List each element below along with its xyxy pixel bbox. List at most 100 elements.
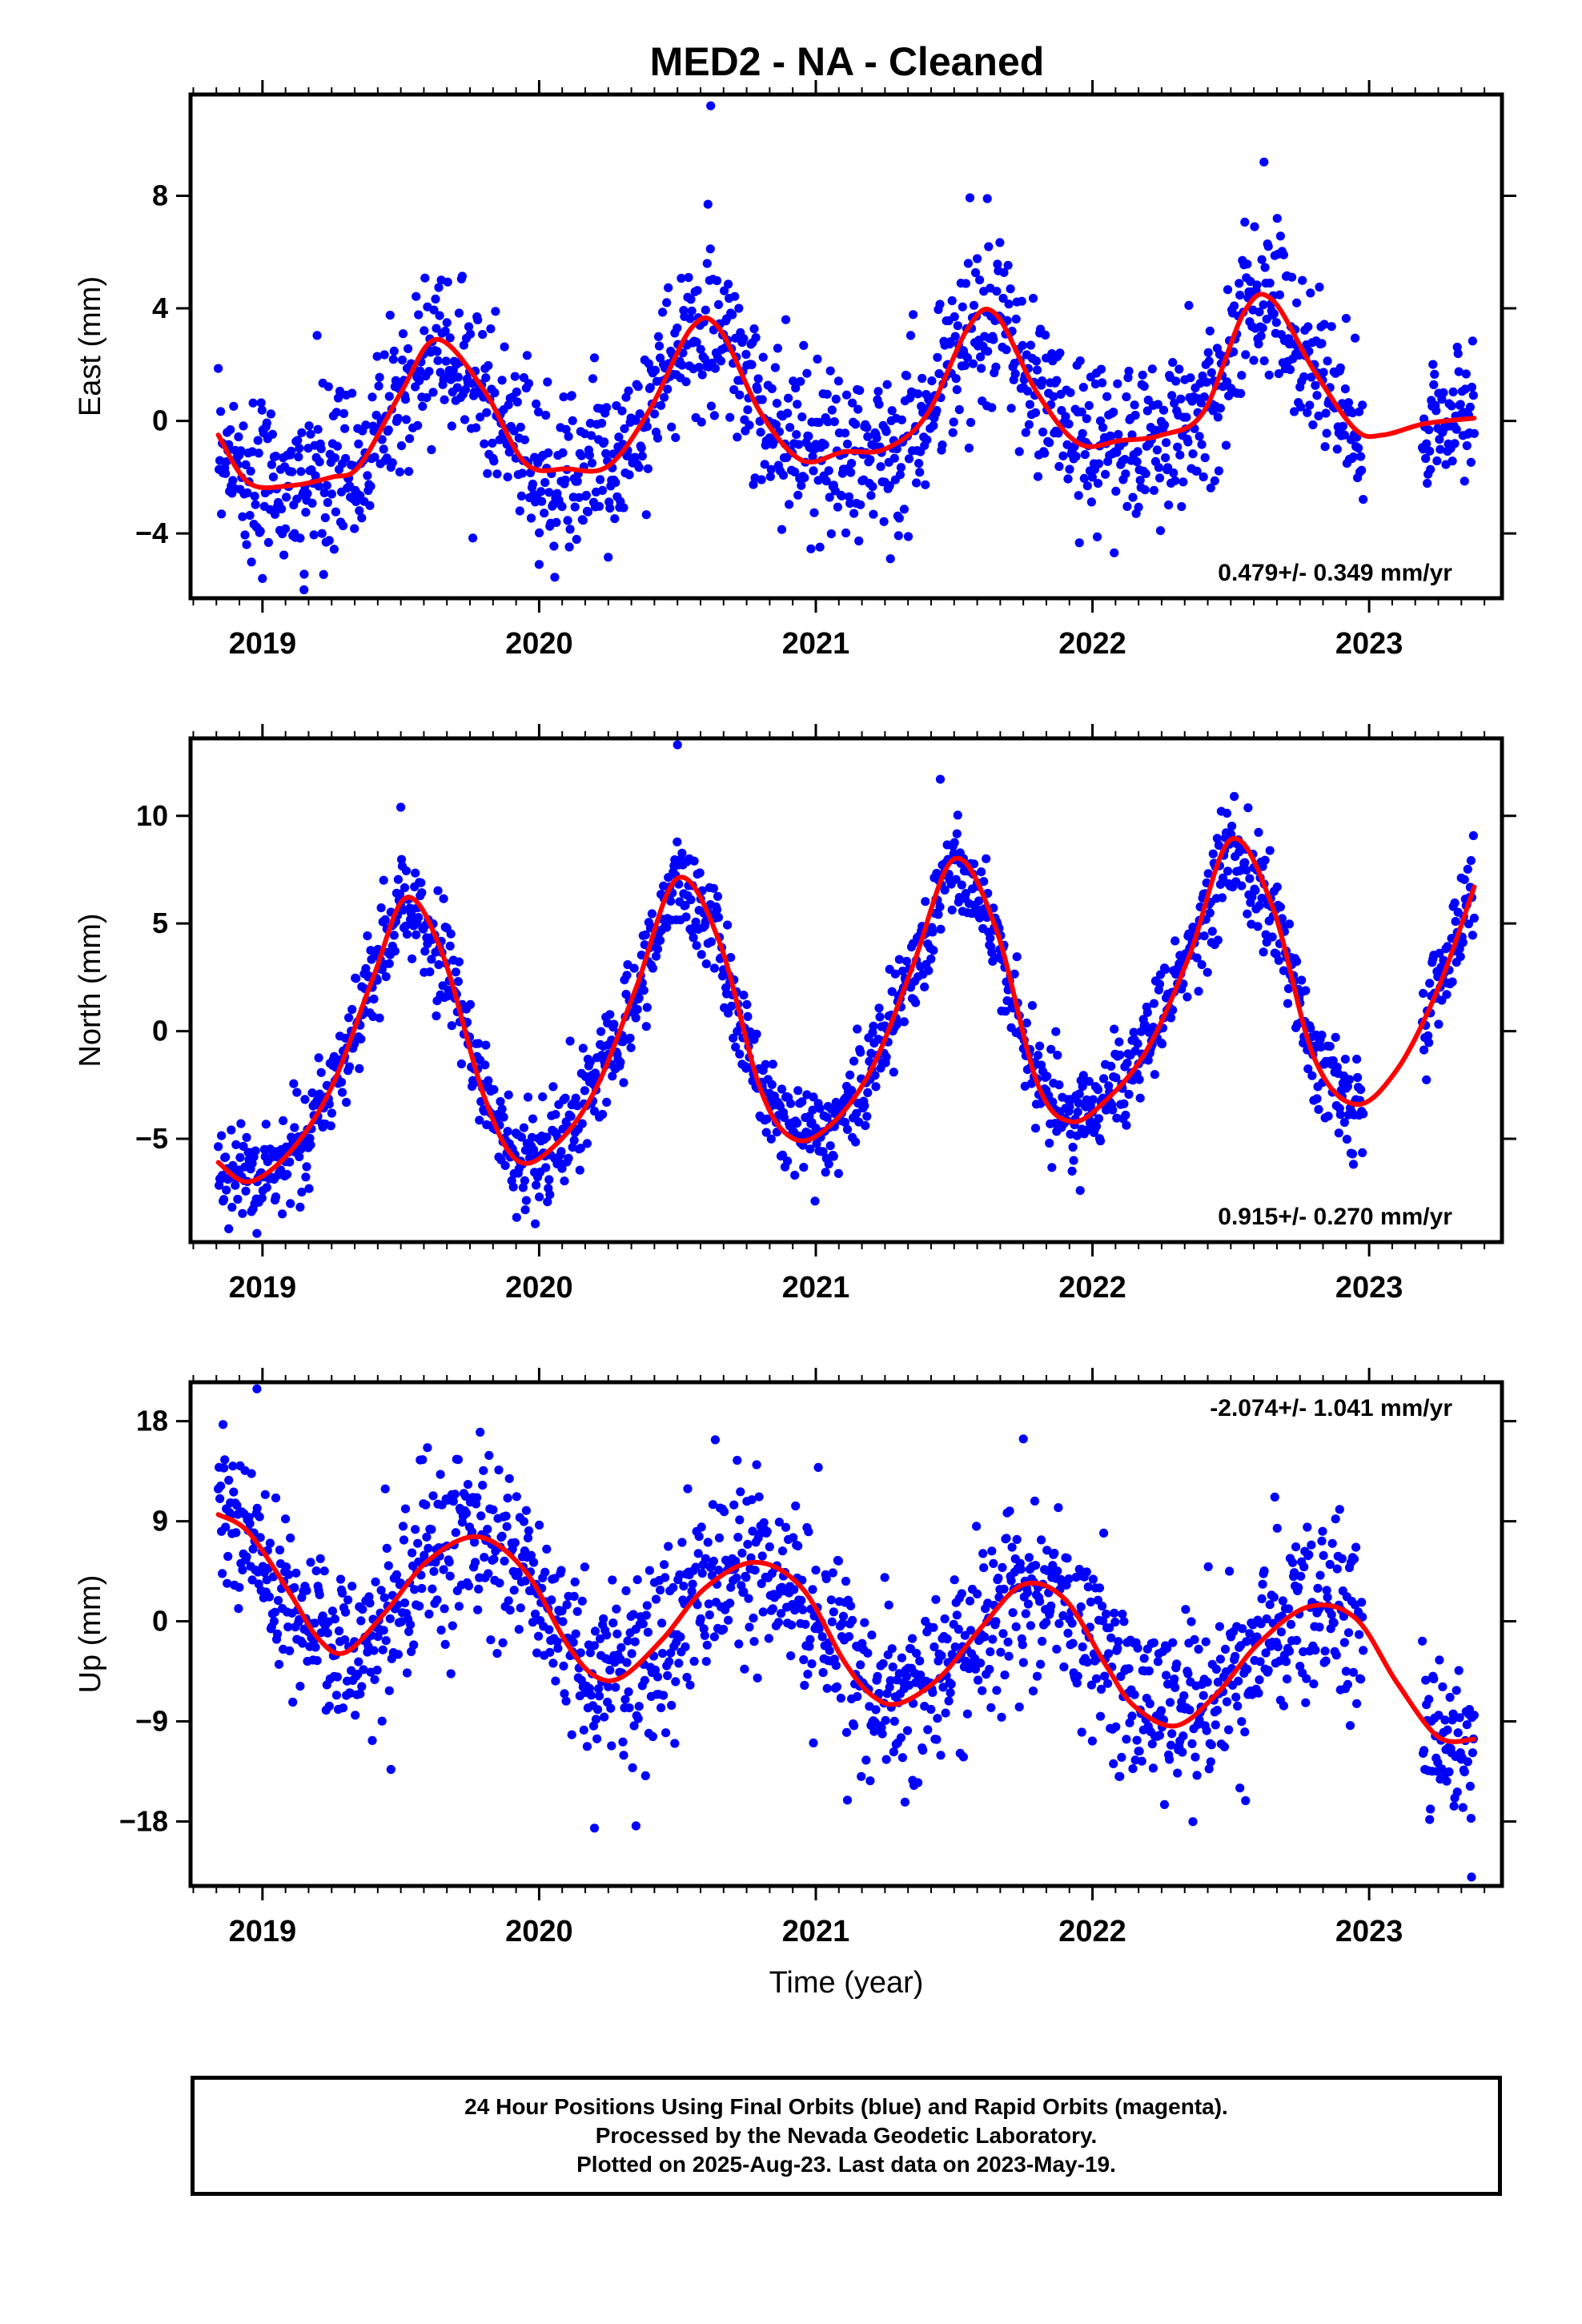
data-point xyxy=(520,1176,530,1185)
data-point xyxy=(740,1664,749,1674)
data-point xyxy=(576,1648,585,1658)
data-point xyxy=(1273,1642,1283,1651)
data-point xyxy=(950,1642,960,1652)
data-point xyxy=(333,393,343,403)
data-point xyxy=(323,382,333,392)
data-point xyxy=(873,387,883,396)
data-point xyxy=(1323,356,1332,366)
data-point xyxy=(1052,1644,1062,1654)
data-point xyxy=(301,1172,311,1182)
data-point xyxy=(1190,1634,1199,1644)
data-point xyxy=(1453,1728,1463,1738)
data-point xyxy=(783,1156,793,1166)
data-point xyxy=(1177,502,1186,512)
data-point xyxy=(663,384,673,394)
data-point xyxy=(640,1675,649,1685)
data-point xyxy=(921,897,930,907)
data-point xyxy=(751,333,761,343)
data-point xyxy=(637,451,647,461)
data-point xyxy=(630,452,640,462)
data-point xyxy=(398,1522,408,1531)
data-point xyxy=(997,1712,1006,1722)
data-point xyxy=(1329,1618,1339,1628)
data-point xyxy=(584,450,595,460)
data-point xyxy=(586,431,596,440)
data-point xyxy=(1250,222,1259,231)
data-point xyxy=(1106,1633,1116,1642)
data-point xyxy=(1466,856,1476,866)
data-point xyxy=(228,1462,238,1471)
data-point xyxy=(1082,481,1092,491)
data-point xyxy=(1335,1110,1345,1120)
data-point xyxy=(1182,992,1192,1002)
data-point xyxy=(299,569,309,579)
data-point xyxy=(1306,288,1315,298)
x-tick-label: 2022 xyxy=(1058,1915,1126,1948)
data-point xyxy=(623,1636,632,1646)
data-point xyxy=(1458,938,1468,947)
data-point xyxy=(1010,969,1019,979)
data-point xyxy=(420,326,429,336)
data-point xyxy=(750,1566,760,1575)
data-point xyxy=(519,1517,529,1526)
data-point xyxy=(961,889,970,899)
data-point xyxy=(1159,420,1170,430)
data-point xyxy=(1207,1740,1216,1750)
data-point xyxy=(1284,1647,1295,1656)
data-point xyxy=(324,1100,334,1109)
data-point xyxy=(762,1114,772,1124)
data-point xyxy=(483,468,492,478)
data-point xyxy=(562,1600,572,1610)
data-point xyxy=(853,1691,862,1702)
data-point xyxy=(974,1675,983,1685)
data-point xyxy=(973,254,982,263)
data-point xyxy=(1035,1597,1045,1606)
data-point xyxy=(837,491,846,501)
data-point xyxy=(1242,1637,1251,1647)
data-point xyxy=(710,1435,721,1445)
data-point xyxy=(827,405,837,415)
data-point xyxy=(720,1507,729,1517)
data-point xyxy=(1467,1872,1476,1882)
data-point xyxy=(1122,1735,1131,1744)
data-point xyxy=(1215,404,1225,413)
data-point xyxy=(1118,1610,1127,1619)
data-point xyxy=(1048,1097,1058,1107)
data-point xyxy=(1304,1550,1314,1559)
data-point xyxy=(599,1614,608,1623)
data-point xyxy=(578,516,588,525)
data-point xyxy=(685,314,695,324)
data-point xyxy=(752,1029,761,1039)
data-point xyxy=(966,1626,976,1635)
data-point xyxy=(473,315,483,324)
data-point xyxy=(787,1620,797,1630)
data-point xyxy=(296,1144,306,1154)
data-point xyxy=(285,1646,295,1655)
data-point xyxy=(1342,1135,1351,1144)
data-point xyxy=(400,1598,410,1608)
data-point xyxy=(568,1638,578,1647)
data-point xyxy=(705,244,715,254)
data-point xyxy=(572,1606,582,1616)
data-point xyxy=(589,1106,600,1116)
data-point xyxy=(953,321,962,331)
data-point xyxy=(1347,1149,1358,1159)
data-point xyxy=(245,1518,255,1529)
data-point xyxy=(1074,538,1084,548)
data-point xyxy=(1263,242,1273,251)
data-point xyxy=(790,1606,800,1615)
data-point xyxy=(1154,979,1165,989)
data-point xyxy=(947,905,957,915)
data-point xyxy=(569,1136,579,1145)
data-point xyxy=(930,1642,939,1652)
data-point xyxy=(863,1648,873,1658)
data-point xyxy=(221,1152,231,1162)
data-point xyxy=(909,310,918,320)
data-point xyxy=(1099,1528,1109,1538)
data-point xyxy=(984,242,994,251)
data-point xyxy=(512,397,522,407)
data-point xyxy=(805,1144,815,1154)
north-plot-frame xyxy=(188,736,1504,1244)
data-point xyxy=(793,1118,802,1128)
data-point xyxy=(257,405,267,415)
